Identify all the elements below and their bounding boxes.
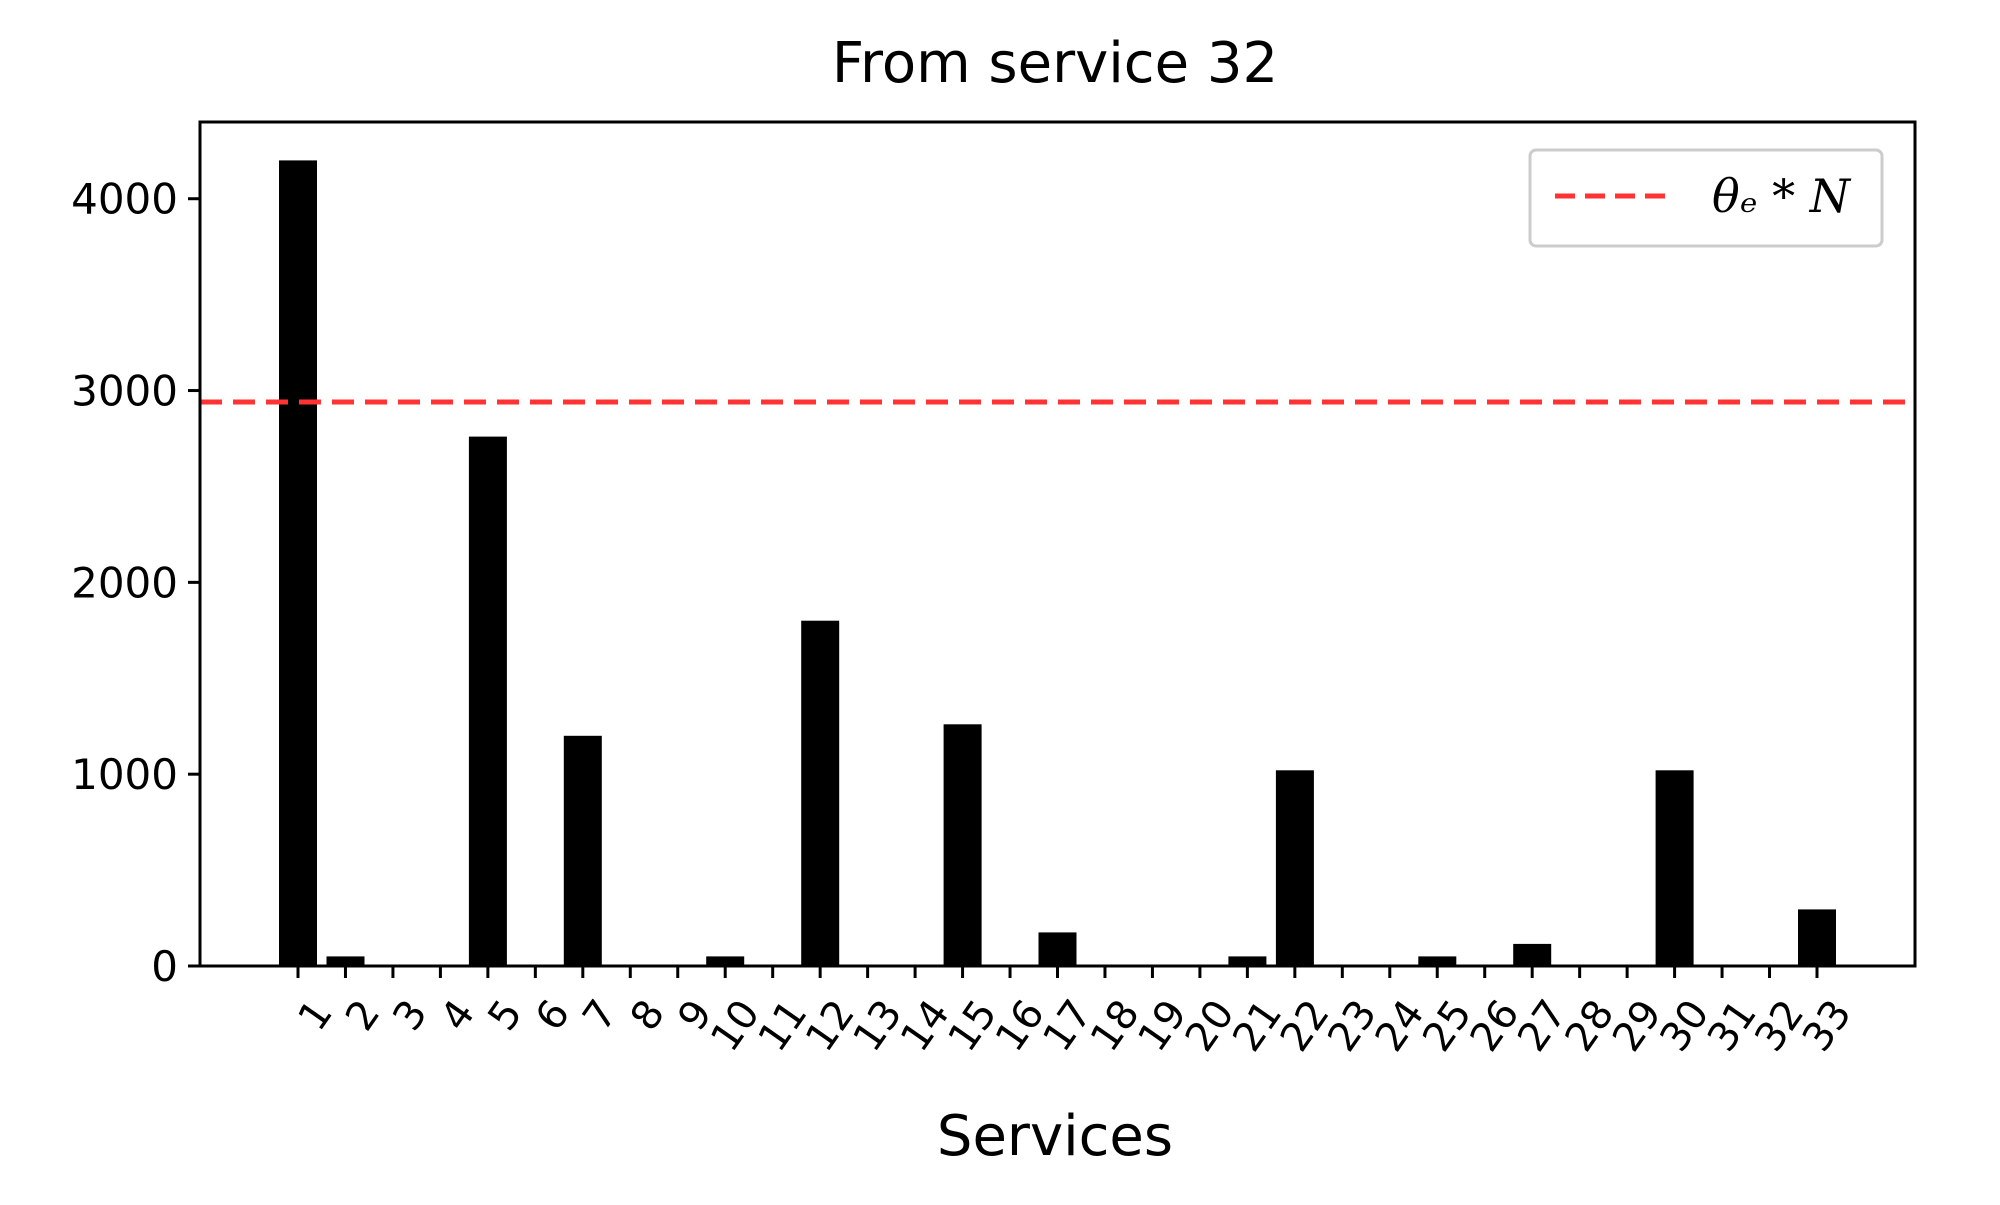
y-axis: 0 1000 2000 3000 4000 <box>71 175 200 991</box>
y-tick-label: 2000 <box>71 558 178 607</box>
bar-2 <box>326 956 365 966</box>
x-tick-label-7: 7 <box>574 992 626 1039</box>
bar-25 <box>1418 956 1457 966</box>
x-tick-label-33: 33 <box>1794 992 1861 1060</box>
plot-frame <box>198 120 1917 968</box>
x-tick-label-3: 3 <box>384 992 436 1039</box>
x-tick-label-4: 4 <box>432 992 484 1039</box>
bars-layer <box>279 160 1836 967</box>
legend: θₑ * N <box>1528 148 1884 248</box>
bar-1 <box>279 160 317 966</box>
bar-22 <box>1275 770 1314 966</box>
bar-12 <box>801 620 840 966</box>
y-tick-label: 4000 <box>71 175 178 224</box>
bar-27 <box>1513 943 1552 966</box>
x-tick-label-1: 1 <box>290 992 342 1039</box>
x-tick-label-5: 5 <box>479 992 531 1039</box>
x-tick-label-8: 8 <box>622 992 674 1039</box>
bar-33 <box>1798 909 1836 966</box>
x-tick-label-6: 6 <box>527 992 579 1039</box>
bar-21 <box>1228 956 1267 966</box>
y-tick-label: 0 <box>151 942 178 991</box>
y-tick-label: 1000 <box>71 750 178 799</box>
bar-15 <box>943 724 982 966</box>
y-tick-label: 3000 <box>71 367 178 416</box>
bar-17 <box>1038 932 1077 966</box>
bar-5 <box>468 436 507 967</box>
bar-10 <box>706 956 745 966</box>
legend-label-threshold: θₑ * N <box>1712 169 1852 223</box>
x-tick-label-2: 2 <box>337 992 389 1039</box>
bar-30 <box>1655 770 1694 966</box>
x-axis: 1234567891011121314151617181920212223242… <box>290 966 1861 1060</box>
chart-title: From service 32 <box>832 31 1278 96</box>
x-axis-label: Services <box>937 1104 1173 1169</box>
bar-7 <box>563 735 602 966</box>
legend-box <box>1528 148 1884 248</box>
